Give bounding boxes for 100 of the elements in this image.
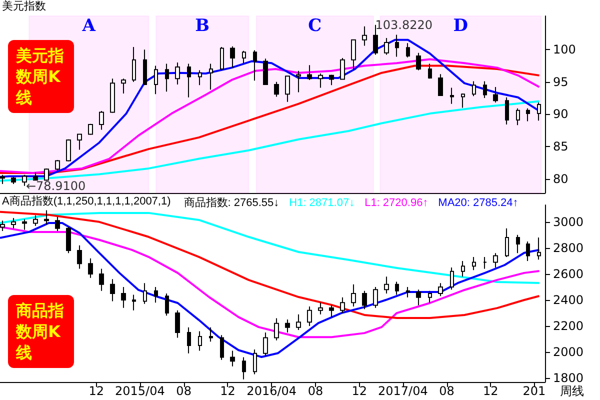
text: 周线 [560, 384, 584, 398]
candlestick [154, 65, 158, 95]
candlestick [526, 108, 530, 122]
candlestick [296, 314, 301, 330]
text: L1: 2720.96↑ [364, 197, 428, 209]
candlestick [438, 282, 443, 297]
candlestick [329, 74, 334, 86]
candlestick [77, 134, 82, 150]
candlestick [285, 76, 290, 102]
candlestick [55, 160, 60, 172]
candlestick [340, 57, 345, 80]
candlestick [395, 34, 399, 58]
annotation: 商品指数周K线 [15, 301, 64, 362]
y-tick-label: 80 [553, 172, 568, 186]
band-label: A [81, 16, 96, 36]
candlestick [516, 108, 520, 126]
x-tick-label: 12 [88, 384, 104, 398]
candlestick [11, 218, 16, 229]
candlestick [351, 284, 356, 308]
candlestick [461, 93, 465, 108]
x-tick-label: 2015/04 [115, 384, 165, 398]
candlestick [220, 334, 224, 360]
candlestick [187, 326, 191, 354]
line-series [0, 226, 540, 338]
candlestick [362, 26, 367, 46]
candlestick [537, 102, 541, 122]
candlestick [44, 168, 49, 182]
candlestick [505, 96, 509, 126]
candlestick [537, 237, 541, 260]
candlestick [88, 123, 93, 136]
candlestick [143, 282, 147, 304]
x-tick-label: 08 [308, 384, 324, 398]
candlestick [285, 319, 290, 334]
candlestick [22, 218, 27, 230]
candlestick [384, 37, 389, 56]
y-tick-label: 2600 [553, 266, 584, 281]
candlestick [33, 214, 38, 226]
annotation: ←78.9100 [26, 178, 86, 193]
candlestick [461, 260, 465, 278]
candlestick [505, 228, 509, 258]
candlestick [0, 220, 5, 232]
candlestick [0, 174, 5, 184]
candlestick [33, 172, 38, 181]
candlestick [198, 330, 202, 352]
y-tick-label: 3000 [553, 214, 584, 229]
candlestick [209, 326, 213, 342]
candlestick [66, 138, 71, 162]
candlestick [318, 302, 323, 315]
candlestick [143, 49, 147, 86]
candlestick [154, 286, 158, 304]
candlestick [384, 276, 389, 294]
x-tick-label: 12 [220, 384, 236, 398]
y-tick-label: 2400 [553, 293, 584, 308]
candlestick [450, 87, 454, 104]
candlestick [373, 286, 378, 308]
candlestick [274, 318, 279, 341]
candlestick [416, 289, 421, 306]
candlestick [472, 80, 476, 97]
candlestick [483, 80, 487, 99]
candlestick [307, 64, 312, 80]
y-tick-label: 2800 [553, 240, 584, 255]
candlestick [230, 46, 235, 68]
candlestick [428, 290, 432, 304]
line-series [0, 210, 540, 319]
candlestick [472, 256, 476, 271]
line-series [0, 222, 540, 358]
candlestick [187, 63, 191, 98]
candlestick [493, 252, 498, 268]
band-label: B [195, 16, 210, 36]
candlestick [132, 46, 136, 82]
candlestick [198, 70, 202, 86]
candlestick [44, 210, 49, 226]
annotation: 美元指数周K线 [15, 46, 64, 107]
candlestick [77, 244, 82, 270]
chart-title: A商品指数(1,1,250,1,1,1,1,2007,1) [2, 194, 171, 208]
candlestick [121, 78, 126, 94]
candlestick [132, 294, 136, 311]
candlestick [351, 39, 356, 70]
candlestick [253, 348, 257, 375]
candlestick [110, 278, 115, 302]
candlestick [274, 81, 279, 98]
annotation: 103.8220 [375, 18, 433, 32]
band-label: C [308, 16, 322, 36]
candlestick [493, 86, 498, 104]
candlestick [450, 266, 454, 290]
candlestick [329, 304, 334, 318]
candlestick [296, 70, 301, 93]
candlestick [220, 46, 224, 71]
candlestick [175, 62, 180, 85]
candlestick [406, 42, 410, 58]
x-tick-label: 12 [352, 384, 368, 398]
candlestick [516, 234, 520, 254]
x-tick-label: 201 [522, 384, 546, 398]
y-tick-label: 1800 [553, 371, 584, 386]
candlestick [11, 176, 16, 184]
candlestick [22, 174, 27, 186]
candlestick [263, 332, 268, 356]
candlestick [88, 258, 93, 278]
y-tick-label: 2000 [553, 345, 584, 360]
text: MA20: 2785.24↑ [438, 197, 518, 209]
